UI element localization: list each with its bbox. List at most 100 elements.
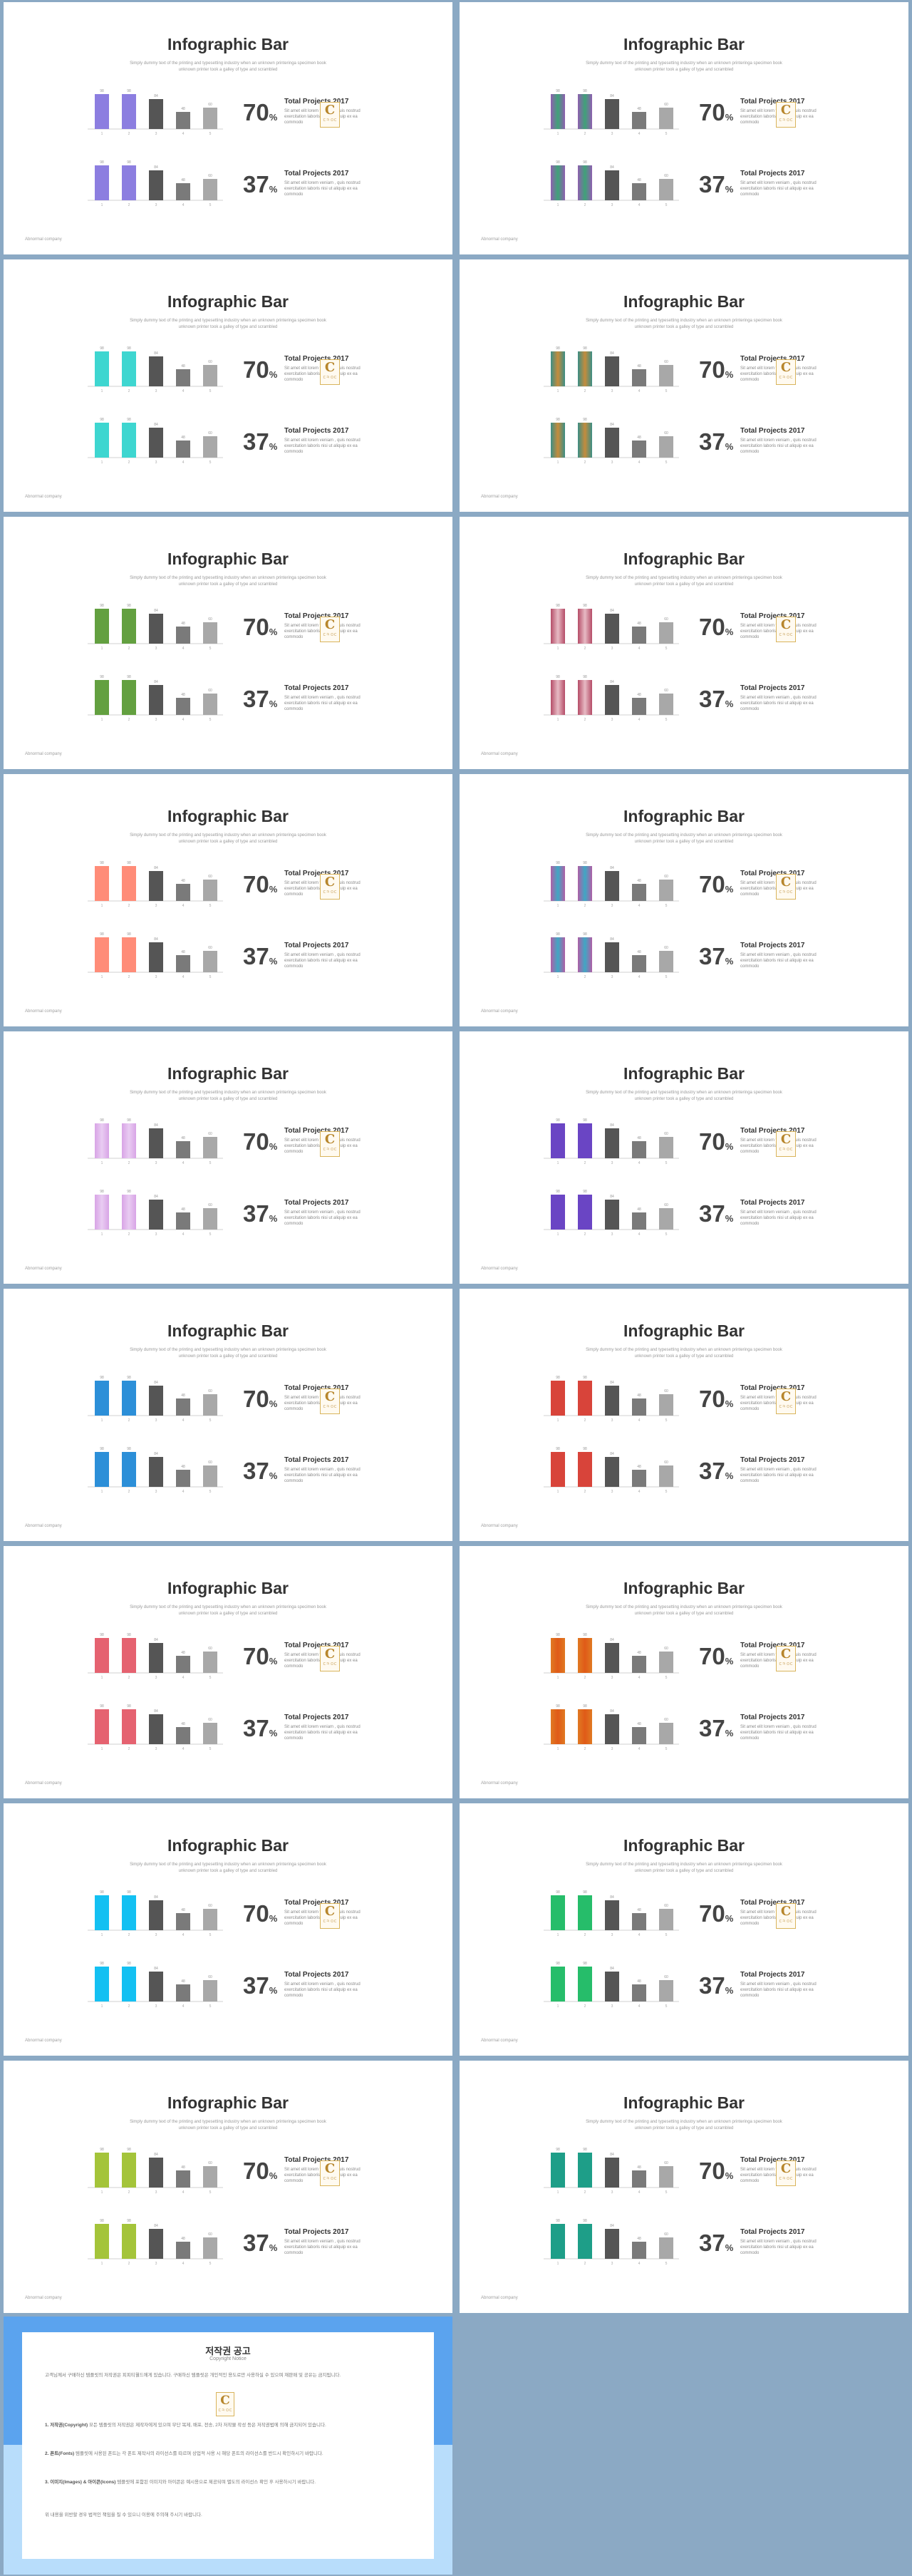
chart-tick-label: 2 xyxy=(128,718,130,722)
chart-bar-4 xyxy=(632,2170,646,2188)
watermark-logo: C ㄷㅋ ㅁㄷ xyxy=(776,1389,796,1414)
percent-value: 37 xyxy=(699,943,725,969)
chart-data-label: 60 xyxy=(208,174,212,178)
chart-tick-label: 2 xyxy=(584,2190,586,2195)
stat-body-bottom: Sit amet elit lorem veniam , quis nostru… xyxy=(740,181,817,197)
bar-chart-top: 98 1 98 2 84 3 48 4 60 5 xyxy=(88,89,223,136)
chart-bar-4 xyxy=(176,1913,190,1930)
chart-bar-5 xyxy=(659,1723,673,1744)
slide-title: Infographic Bar xyxy=(167,807,289,825)
bar-chart-top: 98 1 98 2 84 3 48 4 60 5 xyxy=(544,1890,679,1937)
chart-bar-3 xyxy=(605,2229,619,2259)
chart-tick-label: 4 xyxy=(182,132,185,136)
percent-sign: % xyxy=(725,441,734,452)
chart-top: 98 1 98 2 84 3 48 4 60 5 xyxy=(544,1887,679,1937)
chart-tick-label: 5 xyxy=(209,1747,212,1751)
chart-data-label: 60 xyxy=(208,1132,212,1136)
percent-value: 70 xyxy=(243,1900,269,1927)
watermark-caption: ㄷㅋ ㅁㄷ xyxy=(779,376,793,380)
chart-tick-label: 1 xyxy=(101,460,103,465)
stat-heading-bottom: Total Projects 2017 xyxy=(740,1456,805,1464)
chart-bar-5 xyxy=(203,622,217,644)
chart-data-label: 48 xyxy=(181,1722,185,1726)
chart-tick-label: 1 xyxy=(101,975,103,979)
stat-heading-bottom: Total Projects 2017 xyxy=(284,942,349,949)
chart-tick-label: 5 xyxy=(665,975,668,979)
stat-heading-top: Total Projects 2017 xyxy=(740,2156,805,2164)
chart-data-label: 84 xyxy=(154,165,158,170)
chart-top: 98 1 98 2 84 3 48 4 60 5 xyxy=(544,2145,679,2195)
stat-heading-top: Total Projects 2017 xyxy=(740,98,805,105)
chart-data-label: 48 xyxy=(181,1908,185,1912)
stat-heading-bottom: Total Projects 2017 xyxy=(740,942,805,949)
copyright-section-2: 2. 폰트(Fonts) 템플릿에 사용된 폰트는 각 폰트 제작사의 라이선스… xyxy=(45,2451,415,2457)
chart-tick-label: 5 xyxy=(209,904,212,908)
bar-chart-top: 98 1 98 2 84 3 48 4 60 5 xyxy=(544,1118,679,1165)
slide-title: Infographic Bar xyxy=(167,1579,289,1597)
stat-heading-bottom: Total Projects 2017 xyxy=(740,1199,805,1207)
chart-bar-5 xyxy=(659,436,673,458)
copyright-section-2-heading: 2. 폰트(Fonts) xyxy=(45,2451,75,2456)
percent-value: 37 xyxy=(699,1458,725,1484)
chart-data-label: 98 xyxy=(100,89,104,93)
chart-data-label: 60 xyxy=(208,1389,212,1393)
chart-bar-2 xyxy=(578,1123,592,1158)
chart-data-label: 84 xyxy=(610,1709,614,1714)
chart-bar-3 xyxy=(149,2229,163,2259)
chart-bar-5 xyxy=(203,179,217,200)
stat-body-bottom: Sit amet elit lorem veniam , quis nostru… xyxy=(740,1725,817,1741)
chart-data-label: 84 xyxy=(154,680,158,684)
chart-data-label: 60 xyxy=(208,1460,212,1465)
chart-tick-label: 4 xyxy=(638,2004,641,2009)
chart-data-label: 98 xyxy=(100,1447,104,1451)
stat-heading-bottom: Total Projects 2017 xyxy=(740,2228,805,2236)
chart-data-label: 48 xyxy=(637,1722,641,1726)
chart-tick-label: 2 xyxy=(128,975,130,979)
watermark-caption: ㄷㅋ ㅁㄷ xyxy=(779,118,793,123)
chart-bar-3 xyxy=(605,1457,619,1487)
chart-data-label: 48 xyxy=(637,1979,641,1984)
chart-bar-1 xyxy=(95,1709,109,1744)
watermark-logo: C ㄷㅋ ㅁㄷ xyxy=(320,2160,340,2186)
percent-sign: % xyxy=(725,884,734,895)
chart-data-label: 98 xyxy=(556,2148,560,2152)
chart-tick-label: 2 xyxy=(128,2262,130,2266)
chart-data-label: 60 xyxy=(208,1203,212,1207)
percent-value: 70 xyxy=(699,1643,725,1669)
percent-top: 70% xyxy=(699,2158,733,2185)
chart-bottom: 98 1 98 2 84 3 48 4 60 5 xyxy=(544,1187,679,1237)
chart-bar-4 xyxy=(176,1398,190,1416)
chart-data-label: 48 xyxy=(181,1651,185,1655)
chart-bar-2 xyxy=(122,1195,136,1230)
bar-chart-bottom: 98 1 98 2 84 3 48 4 60 5 xyxy=(88,1447,223,1494)
percent-top: 70% xyxy=(243,356,277,383)
chart-bottom: 98 1 98 2 84 3 48 4 60 5 xyxy=(544,929,679,979)
percent-bottom: 37% xyxy=(699,1972,733,1999)
chart-tick-label: 4 xyxy=(182,2004,185,2009)
watermark-logo: C ㄷㅋ ㅁㄷ xyxy=(776,1131,796,1157)
stat-body-bottom: Sit amet elit lorem veniam , quis nostru… xyxy=(284,1210,361,1226)
chart-bar-5 xyxy=(203,1208,217,1230)
chart-tick-label: 1 xyxy=(101,1747,103,1751)
chart-bar-2 xyxy=(122,423,136,458)
chart-data-label: 98 xyxy=(127,346,131,351)
chart-data-label: 98 xyxy=(100,861,104,865)
chart-bar-1 xyxy=(551,1967,565,2001)
chart-tick-label: 5 xyxy=(665,646,668,651)
stat-body-bottom: Sit amet elit lorem veniam , quis nostru… xyxy=(740,953,817,969)
percent-top: 70% xyxy=(699,614,733,641)
chart-tick-label: 3 xyxy=(611,132,613,136)
chart-data-label: 84 xyxy=(610,2153,614,2157)
chart-bar-5 xyxy=(203,1394,217,1416)
bar-chart-top: 98 1 98 2 84 3 48 4 60 5 xyxy=(88,1633,223,1680)
percent-sign: % xyxy=(725,1728,734,1738)
watermark-letter: C xyxy=(324,1904,336,1919)
percent-top: 70% xyxy=(699,1900,733,1927)
chart-tick-label: 4 xyxy=(638,460,641,465)
bar-chart-bottom: 98 1 98 2 84 3 48 4 60 5 xyxy=(88,160,223,207)
chart-top: 98 1 98 2 84 3 48 4 60 5 xyxy=(544,344,679,393)
chart-bar-2 xyxy=(122,1638,136,1673)
chart-tick-label: 4 xyxy=(638,2190,641,2195)
chart-data-label: 98 xyxy=(583,346,587,351)
copyright-subtitle: Copyright Notice xyxy=(209,2356,247,2361)
